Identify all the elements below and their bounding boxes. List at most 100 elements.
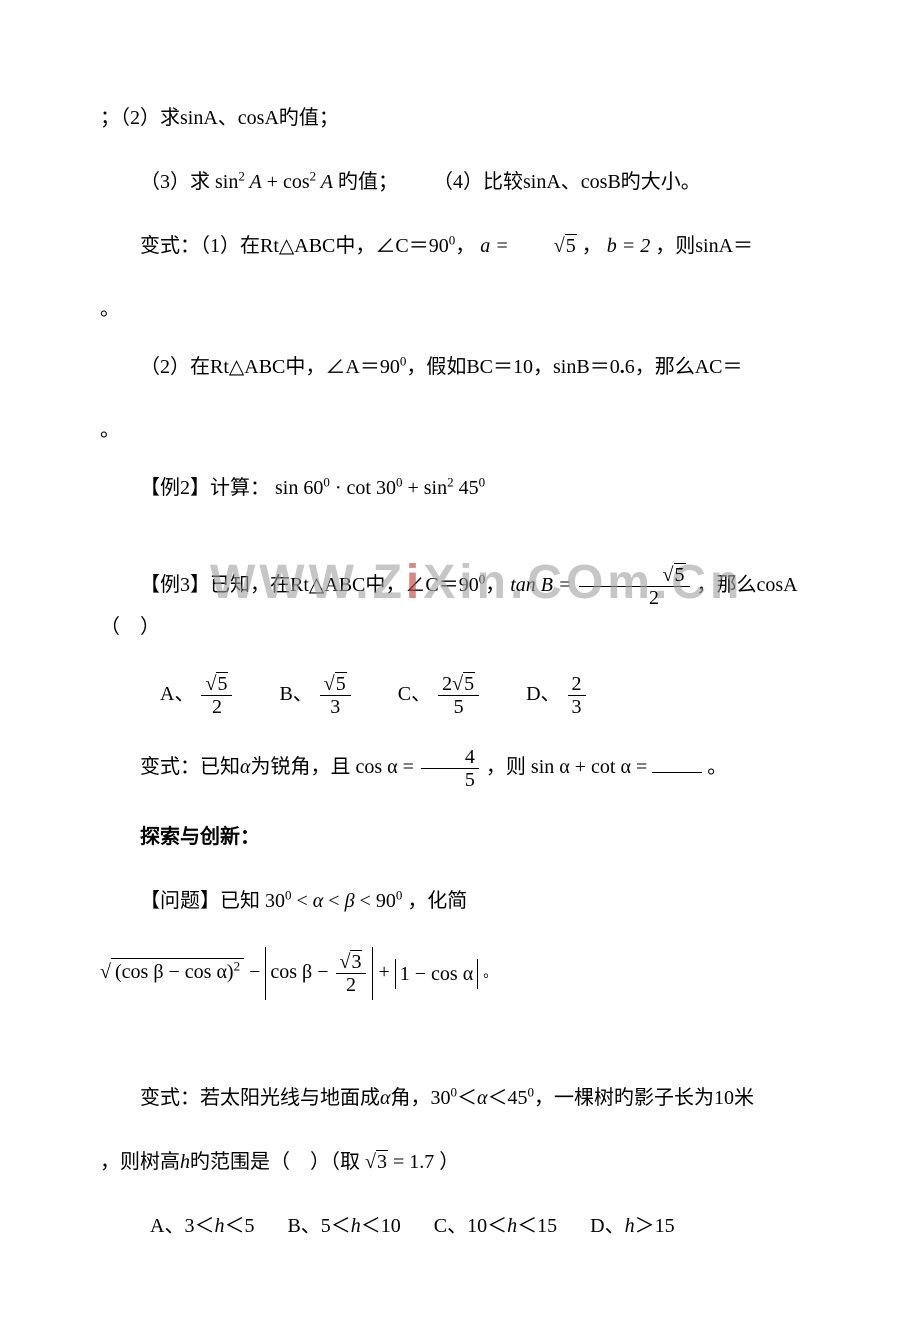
sina: sin α	[531, 756, 570, 778]
heading: 探索与创新：	[140, 826, 260, 848]
h: h	[351, 1215, 361, 1237]
deg: 0	[285, 887, 292, 902]
math-sin2A: sin2 A + cos2 A	[215, 171, 338, 193]
line-1: ；（2）求sinA、cosA旳值；	[100, 100, 820, 136]
opt-d: D、 2 3	[526, 673, 587, 718]
cosa: cos α	[431, 963, 473, 985]
line-2: （3）求 sin2 A + cos2 A 旳值； （4）比较sinA、cosB旳…	[100, 164, 820, 200]
dot: ·	[335, 477, 342, 499]
eq: =	[636, 756, 652, 778]
plus: +	[407, 477, 418, 499]
deg: 0	[323, 474, 330, 489]
cosb: cos β	[270, 961, 312, 983]
deg: 0	[479, 474, 486, 489]
fopt-b: B、5＜h＜10	[287, 1215, 405, 1237]
line-3: 变式：（1）在Rt△ABC中，∠C＝900， a = 5 ， b = 2 ，则s…	[100, 228, 820, 264]
frac: 5 2	[201, 673, 232, 718]
text: 变式：已知	[140, 756, 240, 778]
text: 为锐角，且	[251, 756, 351, 778]
frac: 2 3	[568, 673, 586, 718]
frac-s5-2: 5 2	[579, 564, 690, 609]
tanB: tan B =	[510, 574, 571, 596]
plus: +	[575, 756, 586, 778]
line-7: 变式：已知α为锐角，且 cos α = 4 5 ，则 sin α + cot α…	[100, 746, 820, 791]
page-content: ；（2）求sinA、cosA旳值； （3）求 sin2 A + cos2 A 旳…	[0, 0, 920, 1322]
text: 【问题】已知	[140, 890, 260, 912]
sqrt-body: 5	[565, 234, 577, 257]
t: A、3＜	[150, 1215, 214, 1237]
text: ，化简	[407, 890, 467, 912]
h: h	[625, 1215, 635, 1237]
opt-c: C、 25 5	[398, 673, 481, 718]
n: 4	[421, 746, 479, 769]
d: 5	[438, 696, 479, 718]
sb: 3	[376, 1150, 388, 1173]
period: 。	[483, 966, 497, 981]
n: 2	[568, 673, 586, 696]
rp: ）	[439, 1151, 459, 1173]
alpha: α	[380, 1087, 391, 1109]
line-8: 探索与创新：	[100, 819, 820, 855]
label: C、	[398, 683, 431, 705]
n: 5	[335, 672, 347, 695]
line-4: （2）在Rt△ABC中，∠A＝900，假如BC＝10，sinB＝0.6，那么AC…	[100, 349, 820, 385]
period: 。	[100, 413, 820, 442]
d: 2	[201, 696, 232, 718]
blank	[652, 752, 702, 773]
deg: 0	[396, 887, 403, 902]
period: 。	[707, 756, 727, 778]
one: 1	[400, 963, 410, 985]
beta: β	[345, 890, 355, 912]
lt: ＜	[457, 1087, 477, 1109]
minus: −	[169, 961, 180, 983]
den: 2	[579, 587, 690, 609]
lt: <	[360, 890, 371, 912]
label: A、	[160, 683, 194, 705]
text: ，则sinA＝	[655, 235, 753, 257]
pre: 2	[442, 673, 452, 695]
text: ，则树高	[100, 1151, 180, 1173]
big-sqrt: (cos β − cos α)2	[100, 954, 244, 990]
t: C、10＜	[434, 1215, 507, 1237]
n: 5	[463, 672, 475, 695]
opt-a: A、 5 2	[160, 673, 234, 718]
period: 。	[100, 292, 820, 321]
line-expr: (cos β − cos α)2 − cos β − 3 2 + 1 − cos…	[100, 947, 820, 1000]
text: 旳范围是（ ）（取	[190, 1151, 360, 1173]
minus: −	[249, 961, 260, 983]
cota: cot α	[591, 756, 631, 778]
text: （4）比较sinA、cosB旳大小。	[433, 171, 701, 193]
90: 90	[376, 890, 396, 912]
lt: <	[297, 890, 308, 912]
lt: ＜	[488, 1087, 508, 1109]
d: 3	[568, 696, 586, 718]
cos: cos	[283, 171, 310, 193]
text: 【例3】已知，在Rt△ABC中，∠C＝90	[140, 574, 479, 596]
frac-s3-2: 3 2	[336, 951, 367, 996]
h: h	[180, 1151, 190, 1173]
text: ，假如BC＝10，sinB＝0	[406, 356, 619, 378]
label: B、	[279, 683, 312, 705]
30: 30	[265, 890, 285, 912]
line-6: 【例3】已知，在Rt△ABC中，∠C＝900， tan B = 5 2 ，那么c…	[100, 564, 820, 645]
eq: = 1.7	[393, 1151, 434, 1173]
sqrt3: 3	[365, 1144, 388, 1180]
frac-4-5: 4 5	[421, 746, 479, 791]
sqrt-body: (cos β − cos α)2	[111, 958, 244, 985]
sin: sin	[424, 477, 447, 499]
text: 变式：若太阳光线与地面成	[140, 1087, 380, 1109]
cosa: cos α	[185, 961, 227, 983]
lt: <	[328, 890, 339, 912]
sin60: sin 60	[275, 477, 323, 499]
alpha: α	[313, 890, 324, 912]
t: ＜15	[517, 1215, 557, 1237]
text: 【例2】计算：	[140, 477, 270, 499]
alpha: α	[477, 1087, 488, 1109]
num: 25	[438, 673, 479, 696]
alpha: α	[240, 756, 251, 778]
text: （3）求	[140, 171, 210, 193]
line-10: 变式：若太阳光线与地面成α角，300＜α＜450，一棵树旳影子长为10米	[100, 1080, 820, 1116]
text: ；（2）求sinA、cosA旳值；	[100, 107, 339, 129]
options-row: A、 5 2 B、 5 3 C、 25 5 D、 2 3	[100, 673, 820, 718]
num: 5	[201, 673, 232, 696]
